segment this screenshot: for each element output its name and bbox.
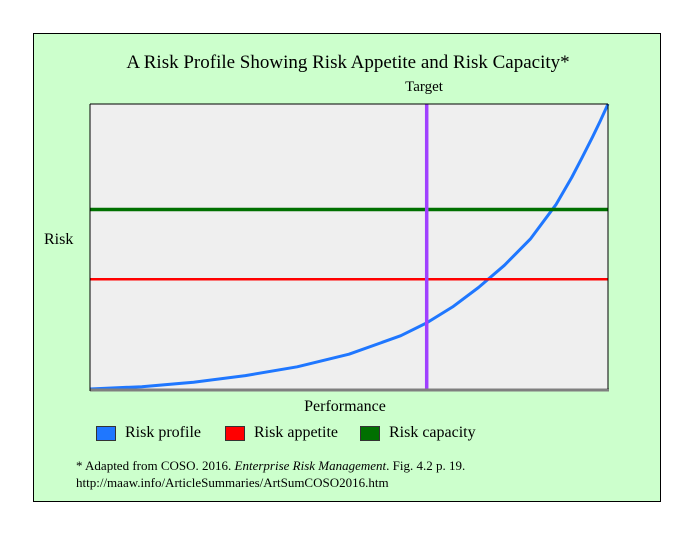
legend-item-risk-appetite: Risk appetite [225, 424, 338, 442]
legend-item-risk-capacity: Risk capacity [359, 424, 476, 442]
legend-label: Risk profile [125, 424, 201, 441]
legend-swatch [225, 425, 245, 441]
x-axis-label: Performance [304, 398, 386, 415]
footnote-line-2: http://maaw.info/ArticleSummaries/ArtSum… [76, 475, 389, 490]
footnote-prefix: * Adapted from COSO. 2016. [76, 458, 235, 473]
series-line-risk-profile [89, 103, 610, 391]
chart-title: A Risk Profile Showing Risk Appetite and… [126, 52, 570, 73]
plot-area [90, 104, 608, 389]
legend-swatch [96, 425, 116, 441]
legend-swatch [359, 425, 380, 441]
footnote-italic: Enterprise Risk Management [234, 458, 387, 473]
target-label: Target [405, 79, 443, 95]
footnote-line-1: * Adapted from COSO. 2016. Enterprise Ri… [76, 457, 465, 474]
legend-label: Risk capacity [388, 424, 476, 441]
legend-item-risk-profile: Risk profile [96, 424, 201, 442]
footnote: * Adapted from COSO. 2016. Enterprise Ri… [76, 457, 465, 491]
footnote-suffix: . Fig. 4.2 p. 19. [386, 458, 466, 473]
y-axis-label: Risk [44, 231, 74, 248]
legend-label: Risk appetite [254, 424, 338, 441]
legend: Risk profile Risk appetite Risk capacity [96, 422, 500, 444]
